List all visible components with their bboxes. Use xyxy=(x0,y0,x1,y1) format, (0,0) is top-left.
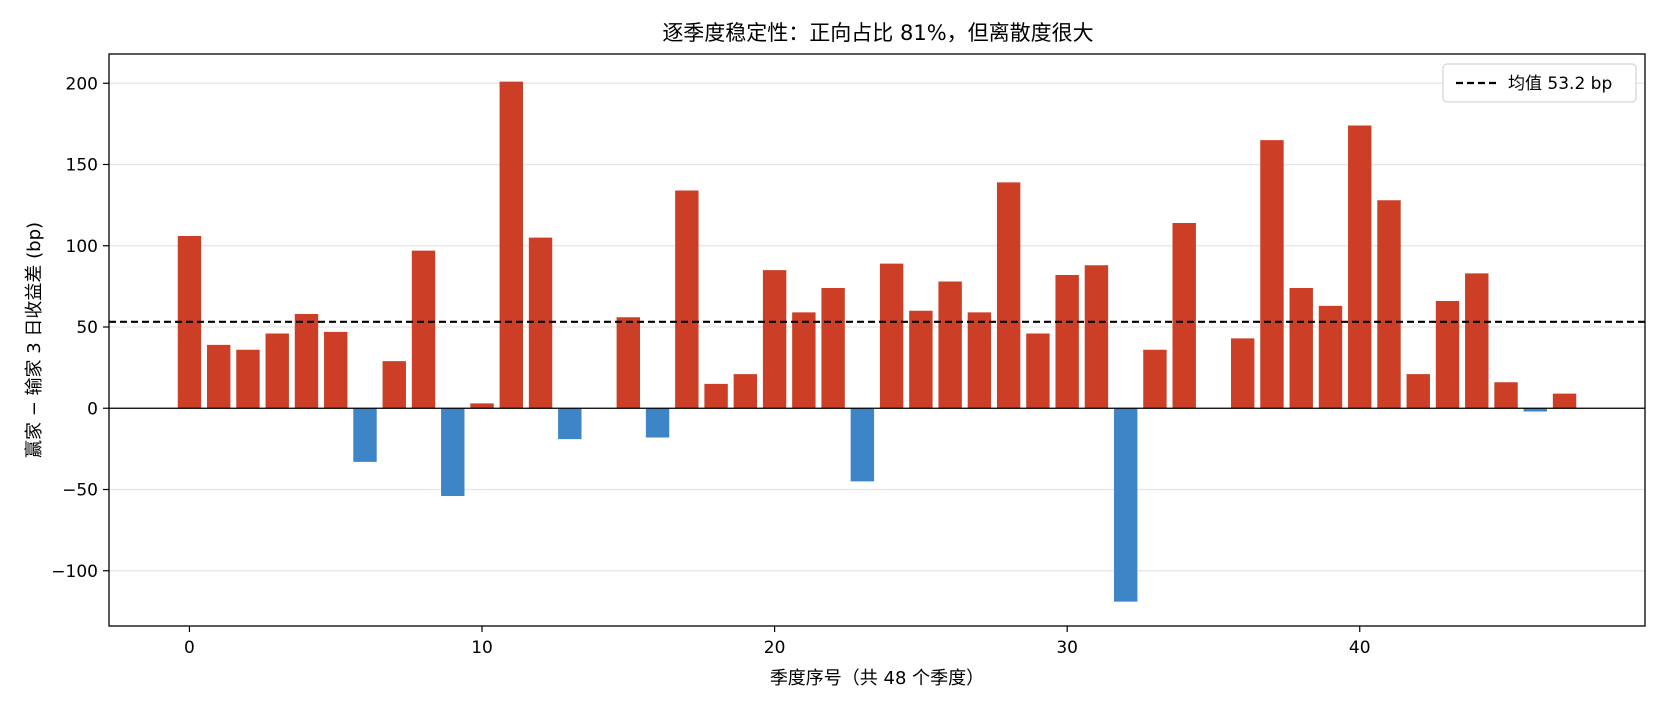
y-tick-label: −100 xyxy=(51,562,98,582)
x-tick-label: 20 xyxy=(764,638,786,658)
y-tick-label: 150 xyxy=(66,156,98,176)
bar xyxy=(294,314,319,409)
bar xyxy=(499,81,523,409)
bar xyxy=(265,333,289,409)
bar xyxy=(353,408,377,462)
legend-mean-label: 均值 53.2 bp xyxy=(1508,74,1612,94)
bar xyxy=(967,312,992,409)
y-axis-ticks: −100 −50 0 50 100 150 200 xyxy=(51,74,109,582)
legend: 均值 53.2 bp xyxy=(1442,63,1637,103)
bar xyxy=(236,349,260,409)
y-tick-label: 100 xyxy=(66,237,98,257)
bar xyxy=(1348,125,1372,409)
bars xyxy=(177,81,1577,602)
bar xyxy=(792,312,816,409)
bar xyxy=(704,383,728,409)
x-tick-label: 30 xyxy=(1056,638,1078,658)
bar xyxy=(528,237,553,409)
bar xyxy=(411,250,436,409)
y-tick-label: −50 xyxy=(62,481,98,501)
y-tick-label: 200 xyxy=(66,74,98,94)
y-axis-label: 赢家 − 输家 3 日收益差 (bp) xyxy=(23,222,45,458)
x-axis-ticks: 0 10 20 30 40 xyxy=(184,626,1371,658)
bar xyxy=(1435,301,1460,409)
bar xyxy=(1318,305,1343,409)
bar xyxy=(1084,265,1109,409)
bar xyxy=(470,403,494,409)
y-tick-label: 50 xyxy=(76,318,98,338)
bar xyxy=(762,270,787,409)
bar xyxy=(1055,275,1079,409)
bar xyxy=(616,317,641,409)
bar xyxy=(1113,408,1138,602)
bar xyxy=(821,288,845,409)
bar xyxy=(1026,333,1050,409)
bar xyxy=(558,408,582,440)
y-tick-label: 0 xyxy=(87,399,98,419)
bar xyxy=(1260,140,1284,409)
chart-title: 逐季度稳定性：正向占比 81%，但离散度很大 xyxy=(662,21,1093,45)
legend-box xyxy=(1442,63,1637,103)
bar xyxy=(909,310,933,409)
bar xyxy=(1231,338,1255,409)
bar xyxy=(1523,408,1547,412)
x-tick-label: 0 xyxy=(184,638,195,658)
bar xyxy=(382,361,406,409)
x-axis-label: 季度序号（共 48 个季度） xyxy=(770,668,984,689)
bar xyxy=(879,263,904,409)
plot-frame xyxy=(108,53,1646,627)
bar xyxy=(1143,349,1167,409)
bar xyxy=(938,281,962,409)
bar xyxy=(996,182,1021,409)
bar xyxy=(1377,200,1401,409)
bar xyxy=(207,344,231,409)
bar xyxy=(733,374,758,409)
bar xyxy=(850,408,875,482)
bar xyxy=(1465,273,1489,409)
bar xyxy=(645,408,670,438)
x-tick-label: 10 xyxy=(471,638,493,658)
bar xyxy=(1494,382,1518,409)
bar xyxy=(1552,393,1577,409)
bar xyxy=(1406,374,1430,409)
x-tick-label: 40 xyxy=(1349,638,1371,658)
bar xyxy=(675,190,699,409)
bar xyxy=(324,331,348,409)
bar xyxy=(441,408,465,496)
grid-lines xyxy=(109,82,1645,572)
bar xyxy=(1289,288,1313,409)
bar xyxy=(1172,223,1196,409)
